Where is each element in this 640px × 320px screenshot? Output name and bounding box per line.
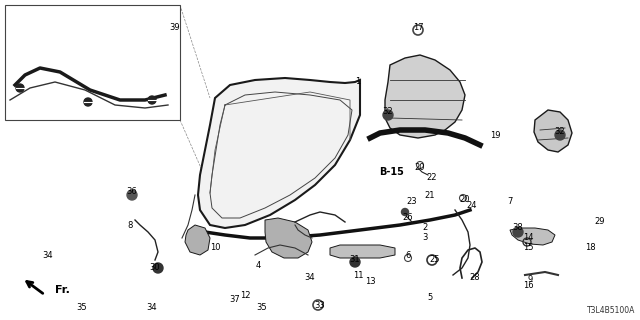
Text: 9: 9 bbox=[527, 276, 532, 284]
Circle shape bbox=[148, 96, 156, 104]
Text: T3L4B5100A: T3L4B5100A bbox=[587, 306, 635, 315]
Circle shape bbox=[84, 98, 92, 106]
Circle shape bbox=[555, 130, 565, 140]
Text: 29: 29 bbox=[595, 218, 605, 227]
Text: B-15: B-15 bbox=[380, 167, 404, 177]
Text: 23: 23 bbox=[406, 197, 417, 206]
Text: 34: 34 bbox=[305, 274, 316, 283]
Circle shape bbox=[350, 257, 360, 267]
Polygon shape bbox=[265, 218, 312, 258]
Text: 11: 11 bbox=[353, 270, 364, 279]
Text: 15: 15 bbox=[523, 244, 533, 252]
Text: 1: 1 bbox=[355, 77, 360, 86]
Bar bbox=[5, 5, 180, 120]
Text: 20: 20 bbox=[415, 164, 425, 172]
Text: 34: 34 bbox=[147, 303, 157, 313]
Text: 32: 32 bbox=[383, 108, 394, 116]
Text: 26: 26 bbox=[403, 213, 413, 222]
Text: 19: 19 bbox=[490, 131, 500, 140]
Text: 28: 28 bbox=[470, 274, 480, 283]
Polygon shape bbox=[385, 55, 465, 138]
Text: 10: 10 bbox=[210, 244, 220, 252]
Text: 37: 37 bbox=[230, 295, 241, 305]
Text: 20: 20 bbox=[460, 196, 470, 204]
Text: 7: 7 bbox=[508, 197, 513, 206]
Text: 6: 6 bbox=[405, 251, 411, 260]
Text: 3: 3 bbox=[422, 234, 428, 243]
Polygon shape bbox=[198, 78, 360, 228]
Text: 36: 36 bbox=[127, 188, 138, 196]
Text: 2: 2 bbox=[422, 223, 428, 233]
Text: 25: 25 bbox=[429, 255, 440, 265]
Text: 16: 16 bbox=[523, 281, 533, 290]
Polygon shape bbox=[534, 110, 572, 152]
Polygon shape bbox=[330, 245, 395, 258]
Text: 31: 31 bbox=[349, 255, 360, 265]
Text: 35: 35 bbox=[257, 303, 268, 313]
Text: 8: 8 bbox=[127, 220, 132, 229]
Circle shape bbox=[513, 227, 523, 237]
Polygon shape bbox=[185, 225, 210, 255]
Text: 18: 18 bbox=[585, 244, 595, 252]
Text: 33: 33 bbox=[315, 300, 325, 309]
Circle shape bbox=[401, 209, 408, 215]
Circle shape bbox=[127, 190, 137, 200]
Circle shape bbox=[383, 110, 393, 120]
Text: 32: 32 bbox=[555, 127, 565, 137]
Text: 12: 12 bbox=[240, 291, 250, 300]
Circle shape bbox=[153, 263, 163, 273]
Text: 22: 22 bbox=[427, 173, 437, 182]
Text: 35: 35 bbox=[77, 303, 87, 313]
Text: 34: 34 bbox=[43, 251, 53, 260]
Text: 5: 5 bbox=[428, 293, 433, 302]
Text: 39: 39 bbox=[170, 23, 180, 33]
Text: 13: 13 bbox=[365, 277, 375, 286]
Text: 4: 4 bbox=[255, 260, 260, 269]
Text: 14: 14 bbox=[523, 234, 533, 243]
Polygon shape bbox=[510, 228, 555, 245]
Text: 21: 21 bbox=[425, 190, 435, 199]
Text: 38: 38 bbox=[513, 223, 524, 233]
Text: Fr.: Fr. bbox=[55, 285, 70, 295]
Text: 24: 24 bbox=[467, 201, 477, 210]
Circle shape bbox=[16, 84, 24, 92]
Text: 17: 17 bbox=[413, 23, 423, 33]
Text: 30: 30 bbox=[150, 263, 160, 273]
